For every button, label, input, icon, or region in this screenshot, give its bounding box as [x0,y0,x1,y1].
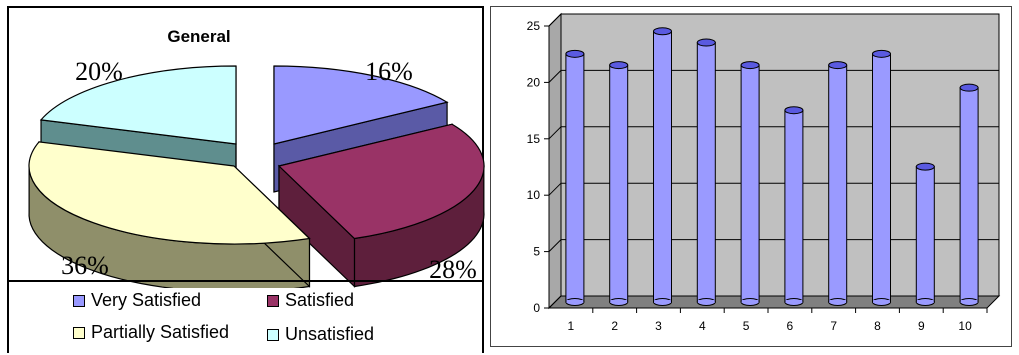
gridline [548,295,999,309]
gridline [548,239,999,252]
bar [740,61,760,306]
y-tick-label: 0 [533,301,540,315]
legend-label: Unsatisfied [285,324,375,344]
pie-value-label: 28% [429,255,477,284]
gridline [548,126,999,140]
bar [828,61,848,306]
legend-label: Very Satisfied [91,290,202,310]
pie-slice [277,123,485,240]
pie-chart-panel: General 16% 28% 36% 20% [7,6,485,353]
bar [915,162,935,306]
pie-slice [28,141,311,245]
legend-label: Partially Satisfied [91,322,230,342]
pie-legend: Very Satisfied Satisfied Partially Satis… [7,280,484,355]
pie-value-label: 20% [75,57,123,86]
bar [653,27,672,306]
x-tick-label: 7 [830,319,837,333]
pie-chart: General 16% 28% 36% 20% [28,27,485,288]
gridline [548,13,999,27]
pie-value-label: 36% [61,251,109,280]
y-tick-label: 5 [533,245,540,259]
x-tick-label: 10 [958,319,972,333]
legend-swatch [267,294,279,307]
legend-item-satisfied: Satisfied [267,290,354,311]
pie-slice [273,65,449,145]
chart-side-wall [548,12,562,310]
pie-value-label: 16% [365,57,413,86]
bar [959,83,979,306]
legend-swatch [73,326,85,339]
x-tick-label: 3 [655,319,662,333]
pie-title: General [167,27,230,46]
bar [609,61,629,306]
x-tick-label: 5 [743,319,750,333]
x-tick-label: 2 [611,319,618,333]
gridline [548,182,999,196]
bar [565,49,585,306]
y-tick-label: 25 [527,19,541,33]
legend-swatch [267,328,279,341]
legend-item-partially-satisfied: Partially Satisfied [73,322,229,343]
y-tick-label: 15 [527,132,541,146]
legend-swatch [73,294,85,307]
x-tick-label: 4 [699,319,706,333]
bar [696,38,716,306]
x-tick-label: 6 [787,319,794,333]
bar-chart: 0 5 10 15 20 25 1 2 3 4 5 6 7 8 9 10 [527,12,1001,333]
gridline [548,69,999,83]
legend-item-very-satisfied: Very Satisfied [73,290,201,311]
bar-chart-panel: 0 5 10 15 20 25 1 2 3 4 5 6 7 8 9 10 [490,6,1012,347]
x-tick-label: 8 [874,319,881,333]
y-tick-label: 10 [527,188,541,202]
x-tick-label: 1 [568,319,575,333]
legend-label: Satisfied [285,290,355,310]
legend-item-unsatisfied: Unsatisfied [267,324,374,345]
x-tick-label: 9 [918,319,925,333]
bar [872,49,891,306]
pie-slice [39,65,237,145]
y-tick-label: 20 [527,75,541,89]
bar [784,106,804,306]
